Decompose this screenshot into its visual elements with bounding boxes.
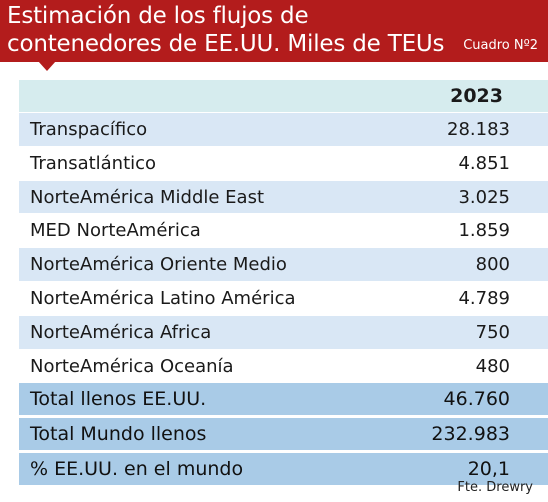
year-column-header: 2023 <box>450 85 503 107</box>
total-row: Total llenos EE.UU. 46.760 <box>19 383 548 419</box>
table-row: NorteAmérica Oriente Medio 800 <box>19 248 548 282</box>
total-label: Total llenos EE.UU. <box>30 388 207 411</box>
table-row: Transatlántico 4.851 <box>19 146 548 181</box>
total-row: Total Mundo llenos 232.983 <box>19 418 548 454</box>
row-label: Transatlántico <box>30 152 157 174</box>
row-value: 4.789 <box>458 287 510 309</box>
row-label: Transpacífico <box>30 119 148 140</box>
total-value: 232.983 <box>431 423 510 446</box>
table-row: NorteAmérica Oceanía 480 <box>19 349 548 384</box>
table-header: Estimación de los flujos de contenedores… <box>0 0 548 62</box>
row-label: NorteAmérica Middle East <box>30 186 264 208</box>
row-label: NorteAmérica Latino América <box>30 287 296 309</box>
table-number: Cuadro Nº2 <box>463 38 538 53</box>
row-value: 1.859 <box>458 220 510 242</box>
row-label: NorteAmérica Oriente Medio <box>30 254 287 276</box>
table-row: MED NorteAmérica 1.859 <box>19 214 548 249</box>
table-row: NorteAmérica Latino América 4.789 <box>19 281 548 316</box>
row-value: 480 <box>475 355 510 377</box>
total-label: % EE.UU. en el mundo <box>30 458 244 481</box>
row-value: 750 <box>475 321 510 343</box>
total-value: 20,1 <box>467 458 510 481</box>
source-note: Fte. Drewry <box>457 480 533 495</box>
year-header-row: 2023 <box>19 80 548 113</box>
total-value: 46.760 <box>443 388 510 411</box>
table-row: NorteAmérica Middle East 3.025 <box>19 180 548 215</box>
row-label: NorteAmérica Oceanía <box>30 355 234 377</box>
data-table: 2023 Transpacífico 28.183 Transatlántico… <box>19 80 548 489</box>
table-row: Transpacífico 28.183 <box>19 113 548 147</box>
table-row: NorteAmérica Africa 750 <box>19 315 548 350</box>
row-value: 3.025 <box>458 186 510 208</box>
total-row: % EE.UU. en el mundo 20,1 <box>19 453 548 489</box>
row-label: MED NorteAmérica <box>30 220 201 242</box>
table-title: Estimación de los flujos de contenedores… <box>7 3 445 57</box>
header-pointer <box>38 61 56 71</box>
total-label: Total Mundo llenos <box>30 423 207 446</box>
row-label: NorteAmérica Africa <box>30 321 212 343</box>
row-value: 4.851 <box>458 152 510 174</box>
row-value: 28.183 <box>447 119 510 140</box>
row-value: 800 <box>475 254 510 276</box>
